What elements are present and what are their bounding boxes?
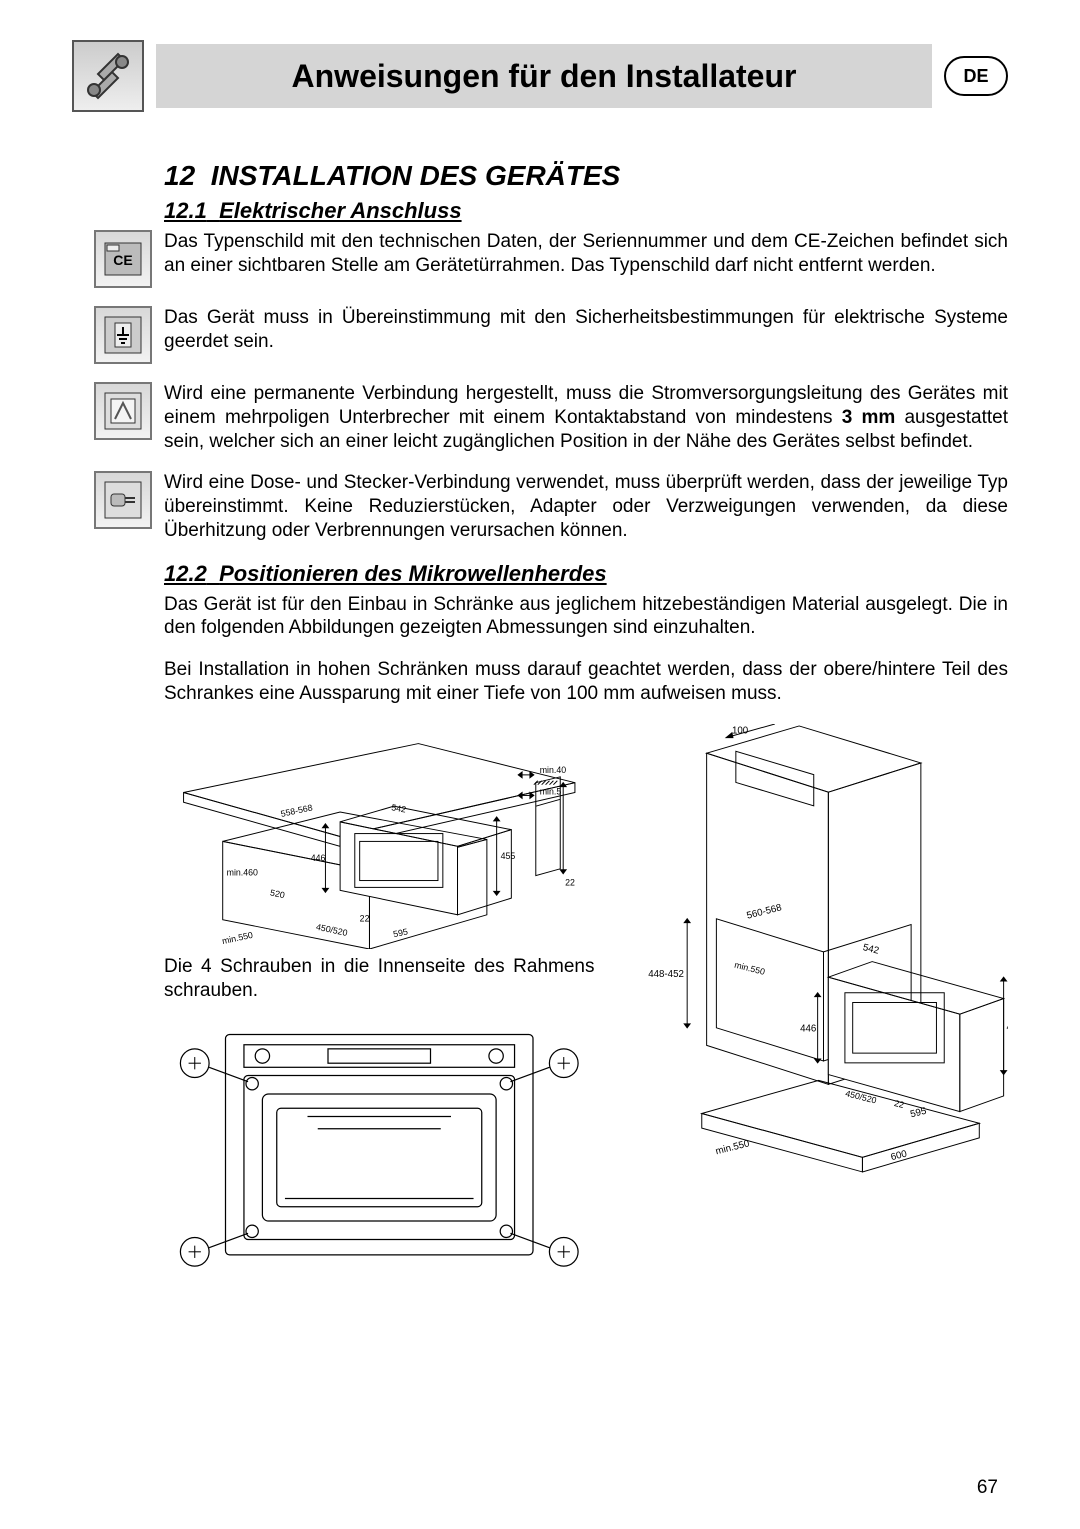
- diagram-under-counter: min.40 min.5 455 446 558-568 542 min.460…: [164, 724, 595, 949]
- dim-r542: 542: [861, 942, 879, 957]
- dim-520: 520: [269, 887, 286, 900]
- sub2-p2: Bei Installation in hohen Schränken muss…: [164, 658, 1008, 706]
- sub1-p2: Das Gerät muss in Übereinstimmung mit de…: [164, 306, 1008, 354]
- sub1-p1: Das Typenschild mit den technischen Date…: [164, 230, 1008, 278]
- diagram-front-screws: [164, 1014, 595, 1275]
- dim-r595: 595: [909, 1105, 927, 1120]
- dim-448-452: 448-452: [648, 969, 684, 980]
- section-number: 12: [164, 160, 195, 191]
- diagram-caption: Die 4 Schrauben in die Innenseite des Ra…: [164, 955, 595, 1004]
- dim-r22: 22: [893, 1097, 905, 1109]
- dim-455: 455: [501, 851, 516, 861]
- sub2-title: Positionieren des Mikrowellenherdes: [219, 561, 607, 586]
- ground-icon: [94, 306, 152, 364]
- diagram-tall-cabinet: 100 560-568 448-452 542 min.550 455 446 …: [619, 724, 1009, 1182]
- wrench-icon: [72, 40, 144, 112]
- page-header: Anweisungen für den Installateur DE: [72, 40, 1008, 112]
- sub1-p3: Wird eine permanente Verbindung hergeste…: [164, 382, 1008, 453]
- dim-min40: min.40: [540, 764, 567, 774]
- subsection-heading-1: 12.1 Elektrischer Anschluss: [164, 198, 1008, 224]
- sub2-number: 12.2: [164, 561, 207, 586]
- svg-text:CE: CE: [113, 252, 132, 268]
- sub1-number: 12.1: [164, 198, 207, 223]
- dim-450-520: 450/520: [315, 921, 348, 937]
- dim-22b: 22: [565, 877, 575, 887]
- dim-min550: min.550: [221, 929, 254, 945]
- sub1-p4: Wird eine Dose- und Stecker-Verbindung v…: [164, 471, 1008, 542]
- sub1-title: Elektrischer Anschluss: [219, 198, 462, 223]
- ce-label-icon: CE: [94, 230, 152, 288]
- dim-min460: min.460: [227, 867, 258, 877]
- dim-r455: 455: [1006, 1021, 1008, 1032]
- sub2-p1: Das Gerät ist für den Einbau in Schränke…: [164, 593, 1008, 641]
- dim-22a: 22: [360, 913, 370, 923]
- header-title: Anweisungen für den Installateur: [156, 44, 932, 108]
- section-heading: 12 INSTALLATION DES GERÄTES: [164, 160, 1008, 192]
- dim-r600: 600: [889, 1148, 908, 1163]
- plug-icon: [94, 471, 152, 529]
- sub1-p3-b: 3 mm: [842, 407, 896, 428]
- dim-rmin550b: min.550: [714, 1138, 751, 1157]
- diagrams-row: min.40 min.5 455 446 558-568 542 min.460…: [164, 724, 1008, 1276]
- dim-595: 595: [392, 926, 409, 939]
- dim-542: 542: [391, 802, 407, 814]
- dim-560-568: 560-568: [745, 902, 782, 921]
- dim-446: 446: [311, 852, 326, 862]
- breaker-icon: [94, 382, 152, 440]
- page-number: 67: [977, 1477, 998, 1499]
- dim-min5: min.5: [540, 786, 562, 796]
- subsection-heading-2: 12.2 Positionieren des Mikrowellenherdes: [164, 561, 1008, 587]
- dim-100: 100: [731, 725, 748, 736]
- dim-558-568: 558-568: [280, 802, 314, 819]
- language-badge: DE: [944, 56, 1008, 96]
- dim-r450520: 450/520: [844, 1088, 877, 1105]
- dim-r446: 446: [800, 1023, 816, 1034]
- dim-rmin550a: min.550: [733, 959, 766, 976]
- section-title: INSTALLATION DES GERÄTES: [211, 160, 621, 191]
